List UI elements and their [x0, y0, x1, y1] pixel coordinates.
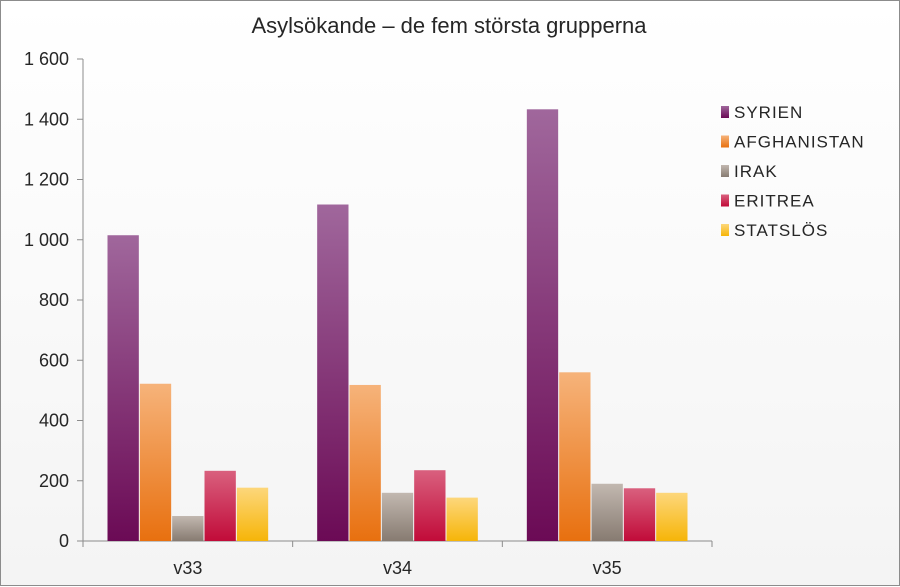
y-tick-label: 1 000	[24, 230, 69, 250]
bar	[446, 497, 478, 541]
bar	[526, 109, 559, 541]
bar	[107, 235, 139, 541]
bar	[591, 483, 623, 541]
legend-label: SYRIEN	[734, 103, 803, 122]
legend-swatch	[721, 194, 729, 207]
bar	[236, 487, 269, 541]
legend-label: STATSLÖS	[734, 221, 828, 240]
legend-swatch	[721, 135, 729, 148]
bar	[559, 372, 591, 541]
bar	[349, 384, 381, 541]
y-tick-label: 1 600	[24, 49, 69, 69]
bar	[139, 383, 172, 541]
bar	[381, 492, 414, 541]
bar	[172, 515, 204, 541]
bar	[623, 488, 656, 541]
legend-label: AFGHANISTAN	[734, 133, 865, 152]
bars-group	[107, 109, 688, 541]
legend-label: ERITREA	[734, 192, 815, 211]
bar	[656, 492, 688, 541]
y-tick-label: 0	[59, 531, 69, 551]
x-tick-label: v35	[593, 558, 622, 578]
x-tick-label: v33	[173, 558, 202, 578]
legend-swatch	[721, 165, 729, 177]
legend: SYRIEN AFGHANISTAN IRAK ERITREA STATSLÖS	[721, 103, 865, 240]
y-tick-label: 400	[39, 411, 69, 431]
y-tick-label: 1 200	[24, 170, 69, 190]
legend-label: IRAK	[734, 162, 778, 181]
legend-swatch	[721, 224, 729, 236]
y-tick-label: 600	[39, 350, 69, 370]
x-tick-label: v34	[383, 558, 412, 578]
bar	[317, 204, 349, 541]
chart-title: Asylsökande – de fem största grupperna	[251, 13, 647, 38]
y-tick-label: 800	[39, 290, 69, 310]
y-tick-label: 1 400	[24, 109, 69, 129]
legend-swatch	[721, 106, 729, 118]
chart-axes: 0 200 400 600 800 1 000 1 200 1 400 1 600 v33 v34 v…	[24, 49, 713, 578]
bar	[414, 470, 446, 541]
bar	[204, 470, 236, 541]
y-tick-label: 200	[39, 471, 69, 491]
